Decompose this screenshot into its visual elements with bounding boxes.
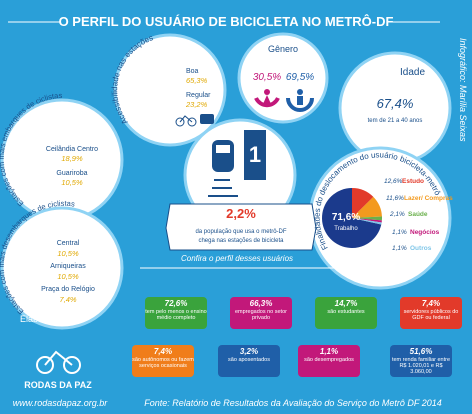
caption: Confira o perfil desses usuários [181, 254, 293, 263]
value: 10,5% [57, 249, 79, 258]
value: 72,6% [164, 299, 188, 308]
train-icon [200, 114, 214, 124]
pie-value-label: 11,6% [386, 195, 404, 202]
svg-text:1: 1 [249, 142, 261, 167]
text: são estudantes [327, 309, 365, 315]
circles [0, 32, 452, 330]
value: 10,5% [61, 178, 83, 187]
label: Boa [186, 68, 199, 75]
label: Guariroba [56, 170, 87, 177]
value: 30,5% [253, 72, 281, 83]
value: 67,4% [377, 96, 414, 111]
profile-box: 7,4% são autônomos ou fazem serviços ocas… [132, 345, 194, 377]
highlight-value: 2,2% [226, 206, 256, 221]
section-title: Idade [400, 67, 425, 78]
train-illustration: 1 [208, 130, 266, 197]
profile-box: 7,4% servidores públicos do GDF ou federa… [400, 297, 462, 329]
logo-icon [36, 350, 81, 374]
value: 65,3% [186, 76, 208, 85]
text: são aposentados [228, 357, 270, 363]
text: são autônomos ou fazem serviços ocasiona… [132, 357, 194, 369]
banner [165, 203, 317, 251]
pie-slice [352, 216, 383, 221]
pie-slice [352, 218, 382, 223]
section-title: Gênero [268, 44, 298, 54]
profile-box: 1,1% são desempregados [298, 345, 360, 377]
value: 1,1% [319, 347, 339, 356]
label: Central [57, 240, 80, 247]
value: 10,5% [57, 272, 79, 281]
site: www.rodasdapaz.org.br [13, 398, 109, 408]
profile-box: 3,2% são aposentados [218, 345, 280, 377]
pie-slice [352, 196, 382, 218]
credit: Infográfico: Marília Seixas [458, 38, 468, 142]
label: Elaboração: [20, 314, 68, 324]
pie-label: Lazer/ Compras [404, 195, 453, 202]
label: Praça do Relógio [41, 286, 95, 293]
text: tem de 21 a 40 anos [368, 118, 423, 124]
pie-value-label: 1,1% [392, 245, 407, 252]
profile-box: 14,7% são estudantes [315, 297, 377, 329]
label: Ceilândia Centro [46, 146, 98, 153]
text: da população que usa o metrô-DF [195, 229, 286, 235]
profile-box: 66,3% empregados no setor privado [230, 297, 292, 329]
title: O PERFIL DO USUÁRIO DE BICICLETA NO METR… [59, 14, 394, 29]
bike-icon [175, 115, 197, 127]
pie-label: Trabalho [334, 226, 358, 232]
gender-icons [254, 89, 314, 112]
value: 3,2% [239, 347, 259, 356]
text: empregados no setor privado [235, 309, 287, 321]
value: 7,4% [421, 299, 441, 308]
pie-value-label: 12,6% [384, 178, 403, 185]
value: 14,7% [334, 299, 358, 308]
label: Arniqueiras [50, 263, 86, 270]
value: 66,3% [249, 299, 273, 308]
value: 18,9% [61, 154, 83, 163]
pie-value-label: 1,1% [392, 229, 407, 236]
value: 51,6% [409, 347, 433, 356]
pie-slice [352, 218, 382, 225]
pie-label: Negócios [410, 229, 440, 236]
value: 7,4% [59, 295, 76, 304]
profile-box: 51,6% tem renda familiar entre R$ 1.020,0… [390, 345, 452, 377]
logo: RODAS DA PAZ [24, 380, 92, 390]
text: tem pelo menos o ensino médio completo [145, 309, 207, 321]
value: 69,5% [286, 72, 314, 83]
profile-box: 72,6% tem pelo menos o ensino médio compl… [145, 297, 207, 329]
text: são desempregados [304, 357, 354, 363]
pie-label: Estudo [402, 178, 424, 185]
text: servidores públicos do GDF ou federal [403, 309, 459, 321]
pie-value-label: 2,1% [389, 211, 405, 218]
value: 7,4% [153, 347, 173, 356]
pie-value-label: 71,6% [332, 212, 360, 223]
value: 23,2% [185, 100, 208, 109]
pie-slice [352, 188, 374, 218]
pie-slice [322, 188, 382, 249]
pie: 71,6% Trabalho 12,6% Estudo 11,6% Lazer/ Comp… [322, 178, 453, 252]
text: tem renda familiar entre R$ 1.020,01 e R… [391, 357, 451, 375]
source: Fonte: Relatório de Resultados da Avalia… [144, 398, 442, 408]
text: chega nas estações de bicicleta [198, 238, 284, 244]
label: Regular [186, 92, 211, 99]
pie-label: Outros [410, 245, 432, 252]
pie-label: Saúde [408, 211, 428, 218]
